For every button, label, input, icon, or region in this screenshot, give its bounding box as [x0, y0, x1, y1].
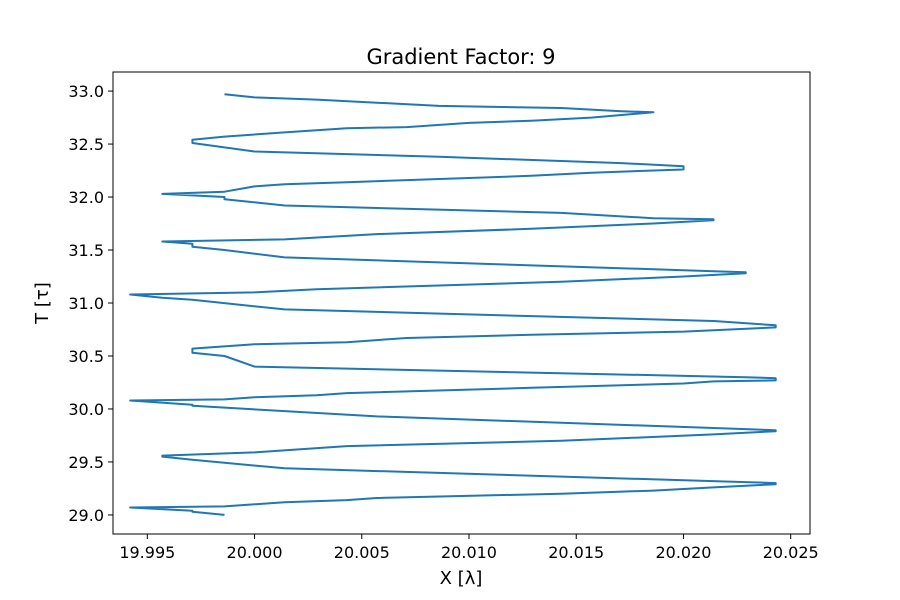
x-tick-label: 20.000	[227, 543, 283, 562]
y-tick-label: 33.0	[68, 82, 104, 101]
x-tick-label: 19.995	[119, 543, 175, 562]
x-tick-label: 20.015	[548, 543, 604, 562]
x-tick-label: 20.025	[763, 543, 819, 562]
y-tick-label: 29.0	[68, 506, 104, 525]
y-tick-label: 30.0	[68, 400, 104, 419]
y-tick-label: 31.5	[68, 241, 104, 260]
plot-frame	[112, 71, 811, 535]
y-axis: 29.0 29.5 30.0 30.5 31.0 31.5 32.0 32.5 33.0	[68, 82, 113, 525]
y-axis-label: T [τ]	[32, 282, 53, 325]
x-tick-label: 20.010	[441, 543, 497, 562]
y-tick-label: 30.5	[68, 347, 104, 366]
series-line	[129, 93, 777, 516]
y-tick-label: 29.5	[68, 453, 104, 472]
y-tick-label: 32.0	[68, 188, 104, 207]
x-axis-label: X [λ]	[440, 568, 483, 589]
y-tick-label: 31.0	[68, 294, 104, 313]
plot-area	[129, 93, 777, 516]
chart-title: Gradient Factor: 9	[366, 45, 555, 69]
x-tick-label: 20.020	[655, 543, 711, 562]
x-axis: 19.995 20.000 20.005 20.010 20.015 20.020 20.0…	[119, 534, 819, 562]
y-tick-label: 32.5	[68, 135, 104, 154]
x-tick-label: 20.005	[334, 543, 390, 562]
